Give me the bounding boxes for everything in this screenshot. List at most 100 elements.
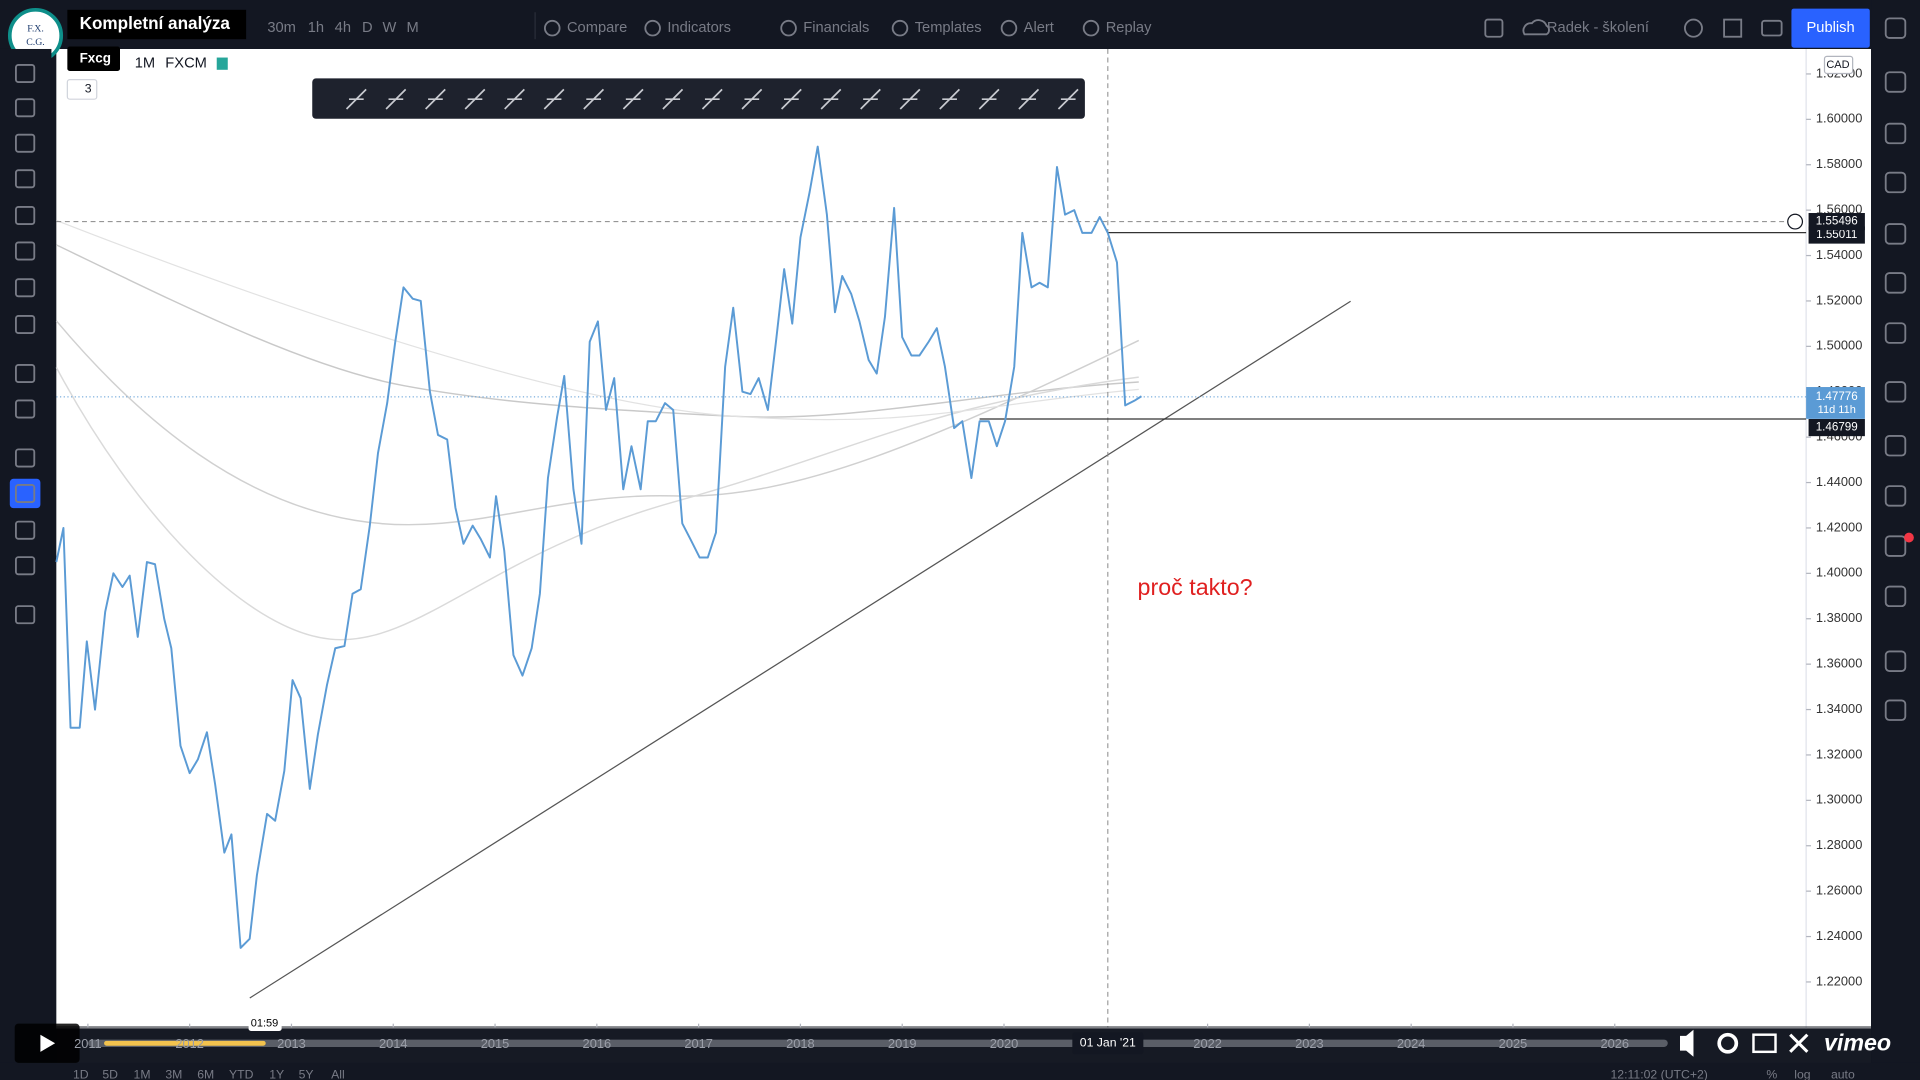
drawing-tool[interactable]	[583, 88, 605, 110]
drawing-tool[interactable]	[1057, 88, 1079, 110]
button-icon[interactable]	[780, 19, 797, 37]
drawing-tool[interactable]	[741, 88, 763, 110]
date-range[interactable]: 5D	[102, 1067, 118, 1080]
sidebar-tool[interactable]	[1884, 122, 1907, 145]
fullscreen-button[interactable]	[1789, 1033, 1809, 1053]
drawing-tool[interactable]	[899, 88, 921, 110]
date-range[interactable]: YTD	[229, 1067, 254, 1080]
y-tick-label: 1.30000	[1816, 792, 1862, 807]
pip-button[interactable]	[1752, 1033, 1777, 1054]
volume-icon[interactable]	[1680, 1029, 1694, 1057]
camera-icon[interactable]	[1761, 19, 1783, 37]
sidebar-tool[interactable]	[1884, 585, 1907, 608]
drawing-tool[interactable]	[701, 88, 723, 110]
drawing-tool[interactable]	[425, 88, 446, 110]
sidebar-tool[interactable]	[1884, 223, 1907, 245]
drawing-tool[interactable]	[345, 88, 367, 110]
date-range[interactable]: 6M	[197, 1067, 214, 1080]
drawing-tool[interactable]	[1018, 88, 1040, 110]
button-icon[interactable]	[1000, 19, 1018, 37]
tool[interactable]	[15, 483, 36, 503]
toolbar-button[interactable]: Alert	[1024, 20, 1054, 36]
toolbar-button[interactable]: Indicators	[667, 20, 731, 36]
crosshair-plus[interactable]	[1787, 213, 1804, 230]
tool[interactable]	[15, 448, 36, 468]
sidebar-tool[interactable]	[1884, 381, 1907, 403]
interval[interactable]: D	[362, 20, 373, 36]
drawing-tool[interactable]	[662, 88, 684, 110]
tool[interactable]	[15, 399, 36, 419]
progress-track[interactable]	[88, 1039, 1668, 1047]
drawing-tool[interactable]	[939, 88, 960, 110]
crosshair-price-label: 1.55496	[1816, 215, 1858, 228]
drawing-tool[interactable]	[978, 88, 1000, 110]
indicator-toggle[interactable]	[66, 78, 98, 100]
scale-option[interactable]: %	[1766, 1067, 1777, 1080]
tool[interactable]	[15, 169, 36, 189]
date-range[interactable]: 1D	[73, 1067, 89, 1080]
video-title[interactable]: Kompletní analýza	[80, 13, 231, 33]
sidebar-tool[interactable]	[1884, 71, 1907, 93]
button-icon[interactable]	[891, 19, 909, 37]
sidebar-tool[interactable]	[1884, 650, 1907, 672]
interval[interactable]: 4h	[335, 20, 351, 36]
date-range[interactable]: 1M	[134, 1067, 151, 1080]
sidebar-tool[interactable]	[1884, 322, 1907, 344]
sidebar-tool[interactable]	[1884, 485, 1907, 507]
settings-button[interactable]	[1717, 1032, 1739, 1054]
tool[interactable]	[15, 556, 36, 576]
sidebar-tool[interactable]	[1884, 272, 1907, 294]
sidebar-tool[interactable]	[1884, 171, 1907, 194]
tool[interactable]	[15, 605, 36, 625]
sidebar-tool[interactable]	[1884, 17, 1907, 39]
sidebar-tool[interactable]	[1884, 535, 1907, 557]
drawing-tool[interactable]	[504, 88, 525, 110]
tool-active[interactable]	[9, 478, 41, 509]
sidebar-tool[interactable]	[1884, 699, 1907, 721]
tool[interactable]	[15, 278, 36, 298]
settings-icon[interactable]	[1683, 18, 1703, 38]
scale-option[interactable]: auto	[1831, 1067, 1855, 1080]
layout-icon[interactable]	[1484, 18, 1504, 38]
drawing-tool[interactable]	[820, 88, 842, 110]
date-range[interactable]: All	[331, 1067, 345, 1080]
tool[interactable]	[15, 520, 36, 540]
toolbar-button[interactable]: Replay	[1106, 20, 1152, 36]
drawing-tool[interactable]	[543, 88, 565, 110]
drawing-tool[interactable]	[385, 88, 407, 110]
account[interactable]: Radek - školení	[1547, 20, 1650, 36]
toolbar-button[interactable]: Compare	[567, 20, 627, 36]
drawing-tool[interactable]	[780, 88, 802, 110]
interval[interactable]: M	[407, 20, 419, 36]
scale-option[interactable]: log	[1794, 1067, 1811, 1080]
drawing-tool[interactable]	[464, 88, 486, 110]
publish-button[interactable]	[1791, 8, 1870, 48]
tool[interactable]	[15, 206, 36, 225]
legend-interval: 1M	[135, 56, 155, 72]
tool[interactable]	[15, 315, 36, 334]
toolbar-button[interactable]: Financials	[803, 20, 869, 36]
sidebar-tool[interactable]	[1884, 435, 1907, 457]
drawing-tool[interactable]	[860, 88, 881, 110]
button-icon[interactable]	[644, 19, 661, 37]
button-icon[interactable]	[543, 19, 561, 37]
date-range[interactable]: 1Y	[269, 1067, 284, 1080]
interval[interactable]: 1h	[308, 20, 324, 36]
drawing-tool[interactable]	[622, 88, 644, 110]
fullscreen-icon[interactable]	[1723, 18, 1743, 38]
tool[interactable]	[15, 241, 36, 261]
interval[interactable]: 30m	[267, 20, 296, 36]
tool[interactable]	[15, 98, 36, 118]
tool[interactable]	[15, 133, 36, 153]
toolbar-button[interactable]: Templates	[915, 20, 982, 36]
button-icon[interactable]	[1082, 19, 1100, 37]
channel-name[interactable]: Fxcg	[80, 50, 111, 65]
cloud-icon[interactable]	[1522, 19, 1550, 36]
trend-line[interactable]	[249, 300, 1351, 999]
tool[interactable]	[15, 363, 36, 383]
vimeo-logo[interactable]: vimeo	[1824, 1030, 1891, 1056]
tool[interactable]	[15, 63, 36, 83]
interval[interactable]: W	[382, 20, 396, 36]
date-range[interactable]: 3M	[165, 1067, 182, 1080]
date-range[interactable]: 5Y	[299, 1067, 314, 1080]
